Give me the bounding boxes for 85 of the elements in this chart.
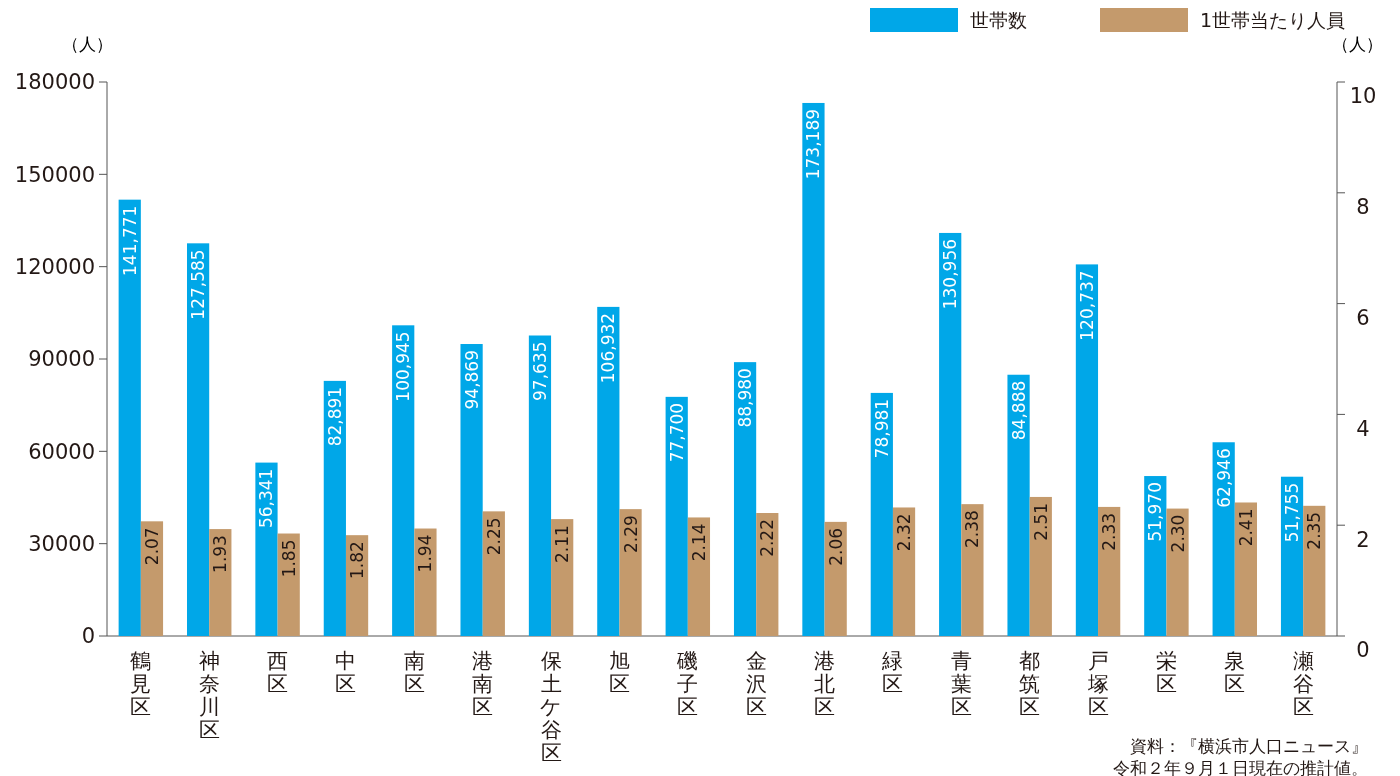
- data-label: 62,946: [1213, 448, 1234, 508]
- data-label: 82,891: [324, 386, 345, 447]
- text: 資料：『横浜市人口ニュース』: [1130, 736, 1368, 756]
- text: 令和２年９月１日現在の推計値。: [1113, 758, 1368, 776]
- data-label: 130,956: [940, 238, 961, 310]
- data-label: 2.32: [894, 513, 915, 552]
- y2-tick-label: 0: [1356, 638, 1370, 663]
- data-label: 51,970: [1145, 482, 1166, 542]
- bar: [939, 232, 962, 636]
- data-label: 2.07: [141, 527, 162, 566]
- data-label: 2.30: [1167, 514, 1188, 553]
- bar: [802, 102, 825, 636]
- x-tick-label: 泉区: [1224, 649, 1246, 696]
- bar: [528, 335, 552, 636]
- data-label: 2.51: [1030, 502, 1051, 541]
- data-label: 2.33: [1099, 512, 1120, 551]
- x-tick-label: 鶴見区: [130, 649, 152, 719]
- bar: [460, 344, 483, 636]
- bar: [392, 325, 415, 636]
- x-tick-label: 青葉区: [950, 649, 972, 719]
- legend-label: 1世帯当たり人員: [1200, 8, 1346, 31]
- x-tick-label: 緑区: [881, 649, 904, 696]
- data-label: 84,888: [1008, 380, 1029, 441]
- data-label: 173,189: [803, 108, 824, 180]
- bar: [186, 243, 210, 636]
- bar: [665, 396, 688, 636]
- data-label: 2.29: [620, 515, 641, 553]
- y2-tick-label: 6: [1356, 305, 1370, 330]
- x-tick-label: 瀬谷区: [1292, 649, 1314, 719]
- data-label: 2.41: [1235, 508, 1256, 547]
- y-tick-label: 30000: [28, 532, 95, 557]
- data-label: 100,945: [393, 331, 414, 402]
- data-label: 1.85: [278, 539, 299, 578]
- x-tick-label: 神奈川区: [198, 649, 220, 742]
- y-tick-label: 180000: [14, 70, 95, 95]
- x-tick-label: 旭区: [608, 649, 630, 696]
- data-label: 56,341: [256, 468, 277, 529]
- y2-tick-label: 10: [1349, 84, 1377, 109]
- y-axis-title: （人）: [61, 34, 113, 54]
- x-tick-label: 港南区: [472, 649, 494, 719]
- x-tick-label: 都筑区: [1019, 649, 1041, 719]
- data-label: 51,755: [1282, 482, 1303, 543]
- y2-tick-label: 2: [1356, 527, 1370, 552]
- data-label: 2.11: [552, 525, 573, 563]
- data-label: 2.35: [1304, 511, 1325, 550]
- bar: [733, 362, 757, 636]
- y-tick-label: 120000: [14, 255, 95, 280]
- x-tick-label: 金沢区: [745, 649, 767, 719]
- y-tick-label: 0: [81, 624, 95, 649]
- data-label: 1.94: [415, 534, 436, 573]
- legend-label: 世帯数: [970, 8, 1027, 31]
- data-label: 94,869: [461, 350, 482, 410]
- y2-tick-label: 8: [1356, 195, 1370, 220]
- x-tick-label: 南区: [403, 649, 425, 696]
- data-label: 78,981: [871, 398, 892, 459]
- bar: [1075, 264, 1099, 636]
- data-label: 77,700: [666, 402, 687, 463]
- y2-tick-label: 4: [1356, 416, 1370, 441]
- y2-axis-title: （人）: [1331, 34, 1383, 54]
- y-tick-label: 60000: [28, 439, 95, 464]
- bar: [597, 306, 620, 636]
- y-tick-label: 90000: [28, 347, 95, 372]
- data-label: 2.22: [757, 519, 778, 557]
- data-label: 1.93: [210, 535, 231, 573]
- bar: [323, 380, 346, 636]
- x-tick-label: 中区: [335, 649, 357, 696]
- data-label: 106,932: [598, 312, 619, 384]
- data-label: 127,585: [188, 249, 209, 320]
- data-label: 141,771: [119, 205, 140, 276]
- data-label: 2.25: [483, 517, 504, 556]
- data-label: 2.14: [688, 523, 709, 562]
- data-label: 1.82: [347, 541, 368, 580]
- x-tick-label: 保土ケ谷区: [540, 649, 563, 765]
- data-label: 2.38: [962, 510, 983, 549]
- x-tick-label: 西区: [267, 649, 289, 696]
- x-tick-label: 栄区: [1155, 649, 1177, 696]
- x-tick-label: 戸塚区: [1086, 649, 1109, 719]
- y-tick-label: 150000: [14, 162, 95, 187]
- x-tick-label: 磯子区: [676, 649, 699, 719]
- bar: [118, 199, 141, 636]
- data-label: 97,635: [529, 341, 550, 401]
- data-label: 2.06: [825, 527, 846, 566]
- data-label: 88,980: [735, 368, 756, 428]
- x-tick-label: 港北区: [814, 649, 836, 719]
- data-label: 120,737: [1076, 270, 1097, 341]
